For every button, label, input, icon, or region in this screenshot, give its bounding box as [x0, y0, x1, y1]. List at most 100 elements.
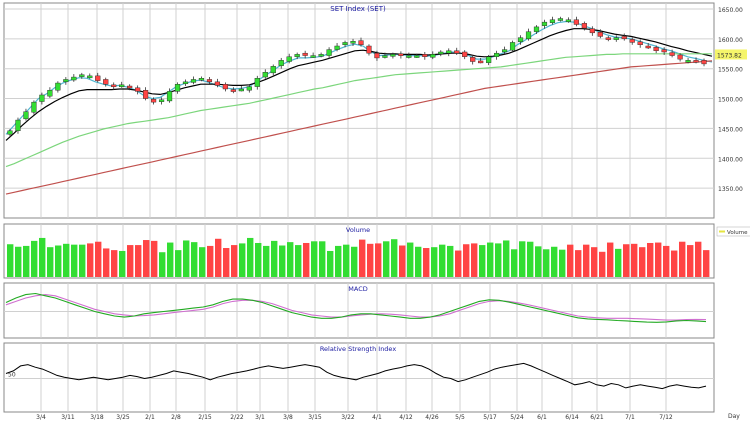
volume-legend-box: [716, 226, 750, 237]
y-tick-label: 1400.00: [718, 156, 743, 163]
candle-body: [150, 98, 157, 103]
candle-body: [677, 54, 683, 60]
candle-body: [198, 78, 205, 81]
volume-bar: [607, 242, 614, 277]
volume-bar: [23, 245, 30, 277]
volume-legend-label: Volume: [727, 230, 748, 236]
macd-line: [5, 294, 707, 321]
candle-body: [262, 72, 268, 78]
volume-bar: [95, 241, 102, 277]
macd-title: MACD: [348, 285, 367, 293]
volume-bar: [463, 244, 470, 277]
candle-body: [533, 26, 540, 32]
volume-bar: [135, 245, 142, 277]
candle-body: [478, 60, 484, 64]
x-tick-label: 3/8: [283, 414, 293, 421]
candle-body: [286, 56, 292, 62]
x-tick-label: 3/4: [36, 414, 46, 421]
volume-bar: [687, 245, 694, 277]
volume-bar: [303, 242, 310, 277]
y-tick-label: 1650.00: [718, 7, 743, 14]
volume-bar: [151, 240, 158, 277]
rsi-line: [5, 362, 707, 390]
candle-body: [174, 84, 181, 92]
y-tick-label: 1600.00: [718, 37, 743, 44]
candle-body: [166, 91, 173, 102]
x-tick-label: 3/25: [116, 414, 130, 421]
candle-body: [103, 79, 109, 85]
volume-bar: [31, 240, 38, 277]
candle-body: [541, 21, 548, 26]
volume-bar: [559, 249, 566, 277]
candle-body: [55, 82, 61, 91]
chart-title: SET Index (SET): [330, 5, 386, 13]
volume-bar: [335, 245, 342, 277]
volume-bar: [535, 246, 542, 277]
x-tick-label: 5/5: [455, 414, 465, 421]
candle-body: [661, 49, 667, 53]
candle-body: [613, 37, 619, 40]
volume-bar: [55, 245, 62, 277]
candle-body: [406, 55, 412, 58]
volume-bar: [215, 238, 222, 277]
candle-body: [701, 60, 707, 65]
volume-bar: [439, 244, 446, 277]
candle-body: [669, 52, 675, 56]
x-tick-label: 4/12: [399, 414, 413, 421]
candle-body: [430, 54, 436, 58]
x-tick-label: 2/8: [171, 414, 181, 421]
candle-body: [390, 54, 396, 57]
candle-body: [637, 41, 643, 46]
volume-title: Volume: [346, 226, 370, 234]
x-tick-label: 3/1: [255, 414, 265, 421]
volume-bar: [79, 244, 86, 277]
volume-bar: [63, 243, 70, 277]
volume-bar: [175, 250, 182, 277]
volume-bar: [103, 248, 110, 277]
volume-bar: [359, 239, 366, 277]
candle-body: [438, 51, 444, 55]
candle-body: [310, 55, 316, 58]
candle-body: [294, 54, 300, 57]
volume-bar: [639, 247, 646, 277]
volume-bar: [407, 242, 414, 277]
volume-bar: [143, 240, 150, 277]
volume-bar: [295, 245, 302, 277]
candle-body: [605, 37, 611, 40]
candle-body: [685, 60, 691, 63]
x-tick-label: 6/14: [565, 414, 579, 421]
candle-body: [462, 51, 468, 57]
volume-bar: [575, 250, 582, 277]
x-tick-label: 7/12: [659, 414, 673, 421]
candle-body: [525, 31, 532, 40]
candle-body: [454, 50, 460, 54]
x-tick-label: 3/15: [308, 414, 322, 421]
volume-bar: [615, 248, 622, 277]
candle-body: [39, 94, 45, 102]
candle-body: [645, 45, 651, 49]
candle-body: [565, 19, 572, 22]
y-tick-label: 1550.00: [718, 67, 743, 74]
candle-body: [302, 52, 308, 56]
volume-bar: [447, 245, 454, 277]
x-tick-label: 2/22: [230, 414, 244, 421]
volume-bar: [495, 243, 502, 277]
volume-bar: [399, 245, 406, 277]
volume-bar: [455, 250, 462, 277]
volume-bar: [631, 243, 638, 277]
candle-body: [63, 79, 69, 83]
x-axis-unit-label: Day: [728, 413, 740, 420]
volume-bar: [159, 252, 166, 277]
candle-body: [358, 40, 364, 46]
candle-body: [382, 55, 388, 58]
x-tick-label: 5/24: [510, 414, 524, 421]
candle-body: [31, 101, 37, 113]
volume-bar: [503, 240, 510, 277]
x-tick-label: 5/17: [483, 414, 497, 421]
candle-body: [597, 32, 603, 37]
volume-bar: [87, 243, 94, 277]
volume-bar: [471, 243, 478, 277]
candle-body: [135, 87, 141, 92]
